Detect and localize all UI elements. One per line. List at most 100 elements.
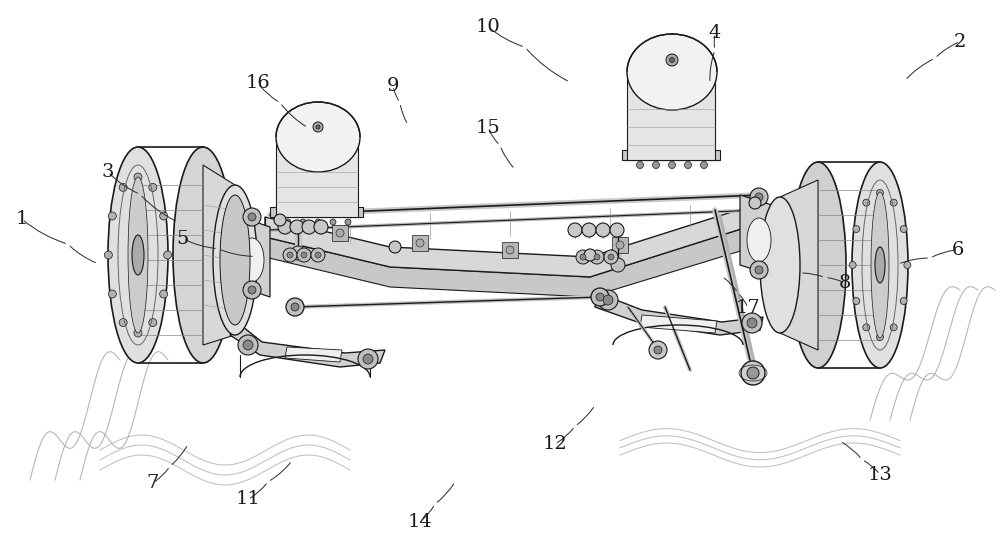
Ellipse shape [741,361,765,385]
Ellipse shape [616,241,624,249]
Ellipse shape [750,261,768,279]
Ellipse shape [358,349,378,369]
Polygon shape [640,315,717,333]
Ellipse shape [876,334,884,341]
Text: 2: 2 [954,33,966,51]
Ellipse shape [568,223,582,237]
Ellipse shape [849,261,856,269]
Ellipse shape [149,319,157,326]
Ellipse shape [149,184,157,191]
Polygon shape [265,223,760,297]
Ellipse shape [311,248,325,262]
Ellipse shape [313,122,323,132]
Ellipse shape [213,185,257,335]
Ellipse shape [700,162,708,169]
Ellipse shape [300,219,306,225]
Text: 3: 3 [102,163,114,181]
Ellipse shape [248,286,256,294]
Text: 1: 1 [16,210,28,228]
Ellipse shape [316,125,320,129]
Ellipse shape [240,238,264,282]
Ellipse shape [160,290,168,298]
Ellipse shape [285,219,291,225]
Ellipse shape [749,197,761,209]
Text: 4: 4 [709,24,721,42]
Polygon shape [502,242,518,258]
Ellipse shape [580,254,586,260]
Text: 10: 10 [476,18,500,36]
Ellipse shape [742,313,762,333]
Ellipse shape [590,250,604,264]
Polygon shape [203,165,235,345]
Ellipse shape [173,147,233,363]
Ellipse shape [132,235,144,275]
Ellipse shape [649,341,667,359]
Ellipse shape [576,250,590,264]
Ellipse shape [389,241,401,253]
Text: 6: 6 [952,241,964,259]
Ellipse shape [220,195,250,325]
Polygon shape [627,72,715,160]
Ellipse shape [863,324,870,331]
Ellipse shape [582,223,596,237]
Ellipse shape [890,324,897,331]
Ellipse shape [160,212,168,220]
Ellipse shape [591,288,609,306]
Ellipse shape [900,297,907,305]
Ellipse shape [852,162,908,368]
Ellipse shape [668,162,676,169]
Ellipse shape [506,246,514,254]
Ellipse shape [608,254,614,260]
Polygon shape [285,347,342,362]
Ellipse shape [302,220,316,234]
Ellipse shape [243,281,261,299]
Ellipse shape [119,184,127,191]
Ellipse shape [900,225,907,233]
Ellipse shape [871,192,889,338]
Ellipse shape [596,223,610,237]
Ellipse shape [108,147,168,363]
Ellipse shape [652,162,660,169]
Ellipse shape [243,208,261,226]
Ellipse shape [755,193,763,201]
Ellipse shape [747,218,771,262]
Ellipse shape [684,162,692,169]
Ellipse shape [290,220,304,234]
Ellipse shape [274,214,286,226]
Polygon shape [235,215,270,297]
Ellipse shape [291,246,305,260]
Ellipse shape [666,54,678,66]
Ellipse shape [104,251,112,259]
Ellipse shape [750,188,768,206]
Ellipse shape [853,297,860,305]
Text: 7: 7 [147,474,159,492]
Polygon shape [265,203,760,277]
Ellipse shape [598,290,618,310]
Polygon shape [595,293,763,335]
Polygon shape [740,195,778,277]
Text: 5: 5 [177,230,189,248]
Ellipse shape [594,254,600,260]
Ellipse shape [119,319,127,326]
Polygon shape [332,225,348,241]
Ellipse shape [315,219,321,225]
Ellipse shape [890,199,897,206]
Text: 14: 14 [408,513,432,531]
Ellipse shape [747,367,759,379]
Text: 15: 15 [476,119,500,137]
Ellipse shape [297,248,311,262]
Ellipse shape [611,258,625,272]
Text: 9: 9 [387,77,399,95]
Ellipse shape [134,173,142,181]
Ellipse shape [610,223,624,237]
Text: 13: 13 [868,466,892,483]
Ellipse shape [596,293,604,301]
Ellipse shape [363,354,373,364]
Ellipse shape [336,229,344,237]
Ellipse shape [790,162,846,368]
Ellipse shape [604,250,618,264]
Polygon shape [622,150,720,160]
Ellipse shape [243,340,253,350]
Ellipse shape [584,249,596,261]
Ellipse shape [876,189,884,196]
